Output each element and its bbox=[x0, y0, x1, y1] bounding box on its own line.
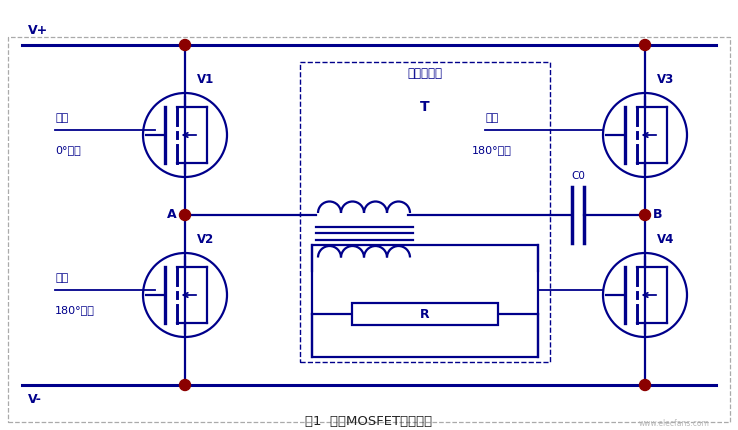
Text: 输入: 输入 bbox=[55, 113, 68, 123]
Circle shape bbox=[640, 209, 650, 221]
Text: 输入: 输入 bbox=[55, 273, 68, 283]
Circle shape bbox=[179, 380, 190, 390]
Text: 输入: 输入 bbox=[485, 273, 498, 283]
Text: 0°相位: 0°相位 bbox=[55, 145, 80, 155]
Text: 0°相位: 0°相位 bbox=[485, 305, 511, 315]
Text: V+: V+ bbox=[28, 24, 48, 37]
Text: V2: V2 bbox=[197, 233, 214, 246]
Text: 输入: 输入 bbox=[485, 113, 498, 123]
Circle shape bbox=[640, 40, 650, 50]
Bar bbox=[312, 245, 538, 357]
Text: V4: V4 bbox=[657, 233, 675, 246]
Circle shape bbox=[179, 40, 190, 50]
Circle shape bbox=[179, 209, 190, 221]
Text: 合成变压器: 合成变压器 bbox=[407, 67, 443, 80]
Text: B: B bbox=[653, 209, 663, 221]
Bar bbox=[351, 303, 498, 325]
Text: T: T bbox=[420, 100, 430, 114]
Text: 180°相位: 180°相位 bbox=[472, 145, 512, 155]
Text: V-: V- bbox=[28, 393, 42, 406]
Text: 图1  功率MOSFET基本原理: 图1 功率MOSFET基本原理 bbox=[306, 415, 432, 428]
Text: V3: V3 bbox=[657, 73, 675, 86]
Text: V1: V1 bbox=[197, 73, 214, 86]
Text: 180°相位: 180°相位 bbox=[55, 305, 95, 315]
Text: A: A bbox=[168, 209, 177, 221]
Bar bbox=[300, 62, 550, 362]
Text: R: R bbox=[420, 307, 430, 320]
Bar bbox=[8, 37, 730, 422]
Text: www.elecfans.com: www.elecfans.com bbox=[639, 419, 710, 428]
Text: C0: C0 bbox=[571, 171, 585, 181]
Circle shape bbox=[640, 380, 650, 390]
